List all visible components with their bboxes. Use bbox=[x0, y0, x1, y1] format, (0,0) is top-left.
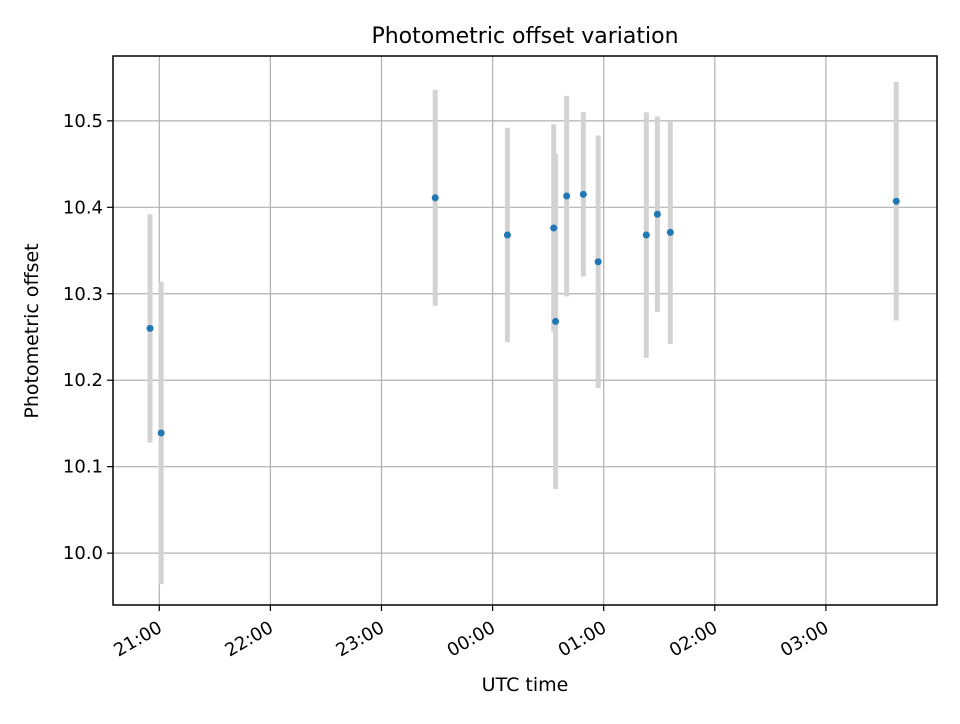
plot-frame bbox=[112, 55, 938, 606]
y-tick-label: 10.1 bbox=[63, 457, 103, 478]
data-points bbox=[146, 190, 900, 437]
data-point bbox=[594, 258, 602, 266]
y-axis-ticks: 10.0 10.1 10.2 10.3 10.4 10.5 bbox=[63, 111, 113, 564]
y-axis-label: Photometric offset bbox=[21, 243, 43, 418]
data-point bbox=[550, 224, 558, 232]
data-point bbox=[552, 317, 560, 325]
x-tick-label: 01:00 bbox=[555, 617, 610, 661]
y-tick-label: 10.2 bbox=[63, 370, 103, 391]
data-point bbox=[563, 192, 571, 200]
data-point bbox=[642, 231, 650, 239]
data-point bbox=[666, 228, 674, 236]
x-axis-label: UTC time bbox=[482, 674, 569, 696]
data-point bbox=[146, 324, 154, 332]
x-tick-label: 22:00 bbox=[221, 617, 276, 661]
data-point bbox=[503, 231, 511, 239]
x-tick-label: 00:00 bbox=[444, 617, 499, 661]
x-tick-label: 03:00 bbox=[777, 617, 832, 661]
x-tick-label: 02:00 bbox=[666, 617, 721, 661]
y-tick-label: 10.5 bbox=[63, 111, 103, 132]
x-tick-label: 21:00 bbox=[110, 617, 165, 661]
error-bars bbox=[147, 81, 899, 585]
y-tick-label: 10.4 bbox=[63, 197, 103, 218]
y-tick-label: 10.3 bbox=[63, 284, 103, 305]
data-point bbox=[579, 190, 587, 198]
data-point bbox=[892, 197, 900, 205]
data-point bbox=[653, 210, 661, 218]
x-axis-ticks: 21:00 22:00 23:00 00:00 01:00 02:00 03:00 bbox=[110, 605, 832, 661]
y-tick-label: 10.0 bbox=[63, 543, 103, 564]
chart-title: Photometric offset variation bbox=[371, 24, 678, 49]
grid-lines bbox=[113, 56, 937, 605]
data-point bbox=[157, 429, 165, 437]
data-point bbox=[431, 194, 439, 202]
x-tick-label: 23:00 bbox=[333, 617, 388, 661]
